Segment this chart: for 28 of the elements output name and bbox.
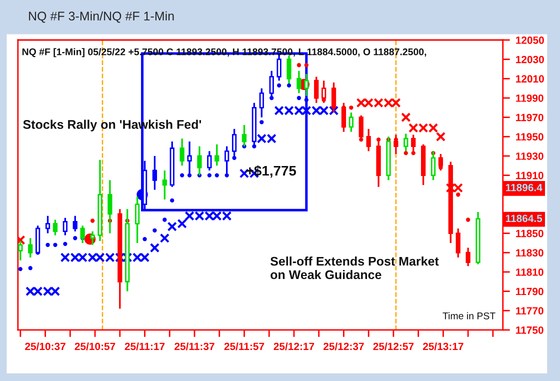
x-tick-label: 25/11:37	[174, 342, 214, 350]
x-tick-label: 25/11:57	[224, 342, 264, 350]
y-tick-label: 11750	[516, 326, 544, 334]
y-tick-label: 12050	[516, 36, 544, 44]
chart-title: NQ #F 3-Min/NQ #F 1-Min	[29, 11, 174, 23]
x-tick-label: 25/10:37	[25, 342, 66, 350]
x-tick-label: 25/11:17	[124, 342, 165, 350]
y-tick-label: 11990	[516, 94, 544, 102]
x-tick-label: 25/10:57	[74, 342, 116, 350]
annotation: Time in PST	[442, 312, 496, 320]
y-tick-label: 11790	[516, 288, 544, 296]
x-tick-label: 25/12:17	[274, 342, 314, 350]
y-tick-label: 11950	[516, 133, 544, 141]
y-tick-label: 11910	[516, 172, 544, 180]
y-tick-label: 11830	[516, 249, 544, 257]
y-tick-label: 11850	[516, 230, 544, 238]
y-tick-label: 11930	[516, 152, 544, 160]
x-tick-label: 25/12:37	[324, 342, 364, 350]
y-tick-label: 12030	[516, 56, 544, 64]
x-tick-label: 25/13:17	[422, 342, 464, 350]
y-tick-label: 11770	[516, 307, 544, 314]
annotation: Sell-off Extends Post Market on Weak Guidance	[270, 256, 439, 280]
y-tick-label: 11810	[516, 268, 544, 276]
y-tick-label: 11970	[516, 114, 544, 122]
y-tick-label: 12010	[516, 75, 544, 83]
text: 11896.4	[506, 184, 542, 192]
x-tick-label: 25/12:57	[373, 342, 414, 350]
text: 11864.5	[506, 214, 542, 222]
